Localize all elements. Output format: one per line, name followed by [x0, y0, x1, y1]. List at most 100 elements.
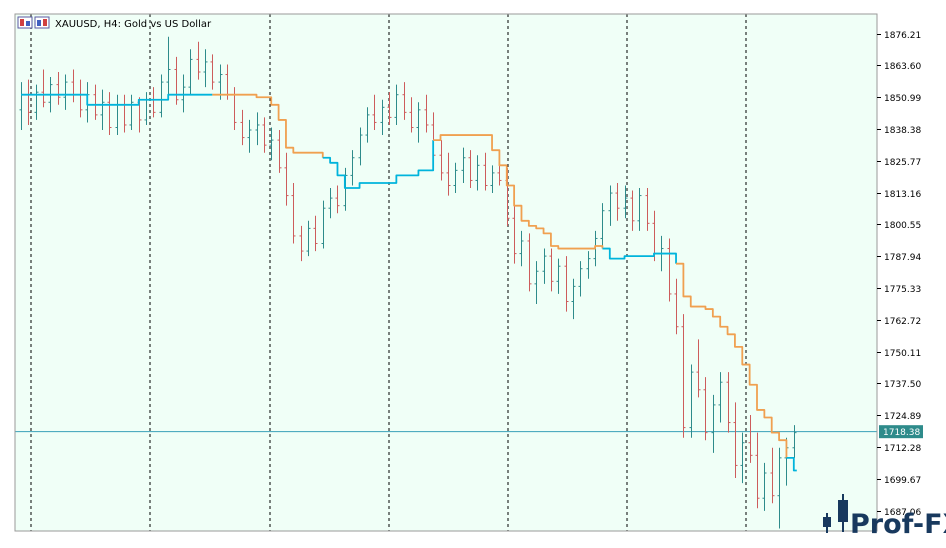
candle [269, 127, 274, 161]
candle [755, 432, 760, 509]
y-tick-label: 1800.55 [884, 221, 921, 231]
candle [468, 150, 473, 189]
candle [777, 447, 782, 529]
y-tick-label: 1750.11 [884, 349, 921, 359]
candle [240, 109, 245, 146]
candle [107, 92, 112, 136]
candle [409, 97, 414, 133]
candle [439, 140, 444, 181]
candle [350, 150, 355, 186]
candle [733, 402, 738, 479]
candle [534, 261, 539, 305]
candle [475, 155, 480, 191]
trailing-stop-indicator [21, 93, 797, 472]
candle [762, 462, 767, 511]
candle [313, 215, 318, 252]
candle [372, 94, 377, 131]
candle [674, 278, 679, 335]
candle [623, 185, 628, 219]
candle [56, 72, 61, 105]
candle [461, 147, 466, 183]
y-tick-label: 1737.50 [884, 380, 921, 390]
candle [402, 82, 407, 120]
candle [365, 107, 370, 143]
current-price-tag: 1718.38 [879, 425, 923, 439]
y-tick-label: 1813.16 [884, 190, 921, 200]
candle [490, 165, 495, 194]
plot-area[interactable] [15, 14, 877, 531]
candle [159, 74, 164, 118]
candle [394, 84, 399, 125]
candle [527, 233, 532, 292]
candle [262, 117, 267, 153]
candle [578, 261, 583, 297]
candle [93, 84, 98, 120]
y-tick-label: 1712.28 [884, 444, 921, 454]
candle [188, 49, 193, 95]
y-tick-label: 1699.67 [884, 476, 921, 486]
candle [166, 36, 171, 95]
candle [512, 205, 517, 264]
candle [615, 182, 620, 221]
candle [792, 425, 797, 458]
candle [608, 185, 613, 226]
candle [519, 230, 524, 267]
candle [689, 364, 694, 438]
candle [416, 102, 421, 143]
candle [681, 314, 686, 438]
candle [291, 182, 296, 244]
candle [181, 74, 186, 113]
candle [100, 89, 105, 131]
candle [556, 258, 561, 294]
candle [380, 99, 385, 136]
candle [306, 220, 311, 257]
trail-segment-up [602, 247, 677, 264]
trail-segment-up [21, 93, 213, 106]
candle [637, 188, 642, 231]
y-tick-label: 1687.06 [884, 508, 921, 518]
candle [247, 119, 252, 153]
candle [748, 414, 753, 463]
candle [645, 188, 650, 231]
candle [586, 251, 591, 279]
candle [387, 92, 392, 125]
price-axis: 1876.21 1863.60 1850.99 1838.38 1825.77 1813.… [877, 31, 921, 518]
candle [284, 152, 289, 206]
candle [203, 49, 208, 88]
candle [210, 54, 215, 90]
candle [255, 112, 260, 146]
candle [600, 203, 605, 247]
candle [696, 339, 701, 398]
y-tick-label: 1762.72 [884, 317, 921, 327]
y-tick-label: 1775.33 [884, 285, 921, 295]
window-title-bar: XAUUSD, H4: Gold vs US Dollar [17, 16, 212, 30]
chart-title: XAUUSD, H4: Gold vs US Dollar [55, 19, 212, 30]
candle [63, 74, 68, 110]
candle [726, 372, 731, 433]
candle [174, 56, 179, 105]
candle [571, 278, 576, 320]
candle [564, 256, 569, 312]
candle-logo-icon [823, 494, 848, 533]
trail-segment-up [786, 456, 797, 472]
candle [196, 41, 201, 80]
watermark-logo: Prof-FX [823, 494, 946, 540]
candle [770, 447, 775, 504]
candle [299, 225, 304, 262]
trail-segment-down [676, 262, 788, 458]
trail-segment-down [433, 134, 604, 250]
candle [446, 152, 451, 196]
candle [667, 238, 672, 302]
candle [328, 188, 333, 219]
trail-segment-down [212, 93, 324, 158]
candle [703, 377, 708, 441]
y-tick-label: 1825.77 [884, 158, 921, 168]
y-tick-label: 1876.21 [884, 31, 921, 41]
candle [549, 248, 554, 292]
chart-window-icon [17, 16, 50, 29]
candle [453, 162, 458, 194]
y-tick-label: 1787.94 [884, 253, 921, 263]
y-tick-label: 1724.89 [884, 412, 921, 422]
watermark-text: Prof-FX [850, 509, 946, 540]
